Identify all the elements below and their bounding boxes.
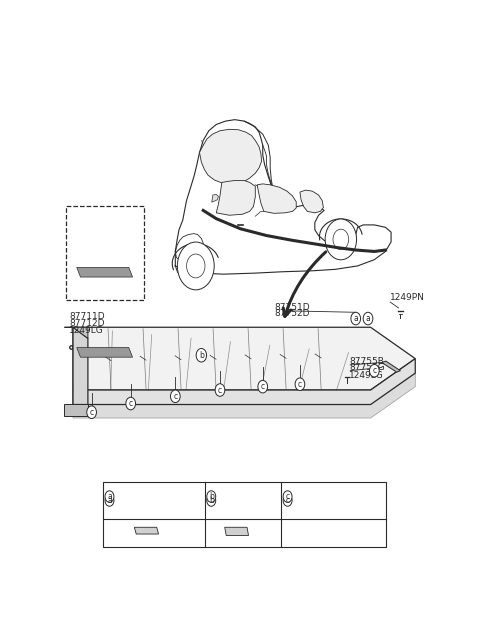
Text: 87756G: 87756G xyxy=(349,363,385,372)
Text: 1249LG: 1249LG xyxy=(69,253,104,262)
Text: b: b xyxy=(199,350,204,360)
Polygon shape xyxy=(225,527,249,535)
Polygon shape xyxy=(212,194,218,203)
Circle shape xyxy=(283,491,292,502)
Text: 87786: 87786 xyxy=(218,496,247,505)
Circle shape xyxy=(207,495,216,506)
Polygon shape xyxy=(300,190,324,213)
Text: c: c xyxy=(129,399,133,408)
Circle shape xyxy=(295,378,305,391)
Text: c: c xyxy=(298,380,302,389)
Text: 87786: 87786 xyxy=(218,491,247,500)
Polygon shape xyxy=(73,327,88,404)
Circle shape xyxy=(187,254,205,278)
Text: c: c xyxy=(261,382,265,391)
Circle shape xyxy=(333,229,348,250)
Text: 1249LG: 1249LG xyxy=(349,371,384,381)
FancyBboxPatch shape xyxy=(66,206,144,300)
Text: 87756J: 87756J xyxy=(116,491,147,500)
Text: c: c xyxy=(286,496,289,505)
Polygon shape xyxy=(64,404,88,416)
Circle shape xyxy=(351,312,360,325)
Text: 1249LG: 1249LG xyxy=(333,523,368,532)
Text: 87756J: 87756J xyxy=(116,496,147,505)
Text: a: a xyxy=(107,496,112,505)
Text: 1249PN: 1249PN xyxy=(390,293,425,302)
Circle shape xyxy=(207,491,216,502)
Text: c: c xyxy=(286,492,289,501)
Polygon shape xyxy=(77,347,132,357)
Text: 87755B: 87755B xyxy=(349,357,384,366)
Circle shape xyxy=(105,495,114,506)
Text: b: b xyxy=(209,496,214,505)
Text: (GRADE-HGSL): (GRADE-HGSL) xyxy=(69,221,135,230)
Polygon shape xyxy=(73,373,415,418)
Text: 87711D: 87711D xyxy=(69,231,105,241)
Text: c: c xyxy=(218,386,222,394)
Circle shape xyxy=(105,491,114,502)
Bar xyxy=(103,482,385,547)
Text: 87712D: 87712D xyxy=(69,242,105,251)
Text: 87712D: 87712D xyxy=(69,319,105,327)
Circle shape xyxy=(126,398,135,410)
Text: (GRADE-TOP): (GRADE-TOP) xyxy=(69,211,128,219)
Circle shape xyxy=(363,312,373,325)
Polygon shape xyxy=(134,527,158,534)
Text: c: c xyxy=(173,392,178,401)
Circle shape xyxy=(283,495,292,506)
Polygon shape xyxy=(382,361,400,372)
Circle shape xyxy=(196,349,206,362)
Text: c: c xyxy=(372,366,376,375)
Circle shape xyxy=(170,390,180,403)
Text: a: a xyxy=(107,492,112,501)
Text: 87711D: 87711D xyxy=(69,312,105,321)
Circle shape xyxy=(178,242,214,290)
Circle shape xyxy=(87,406,96,418)
Circle shape xyxy=(215,384,225,396)
Polygon shape xyxy=(200,129,262,184)
Polygon shape xyxy=(64,327,88,339)
Polygon shape xyxy=(73,327,415,390)
Polygon shape xyxy=(257,184,296,213)
Polygon shape xyxy=(216,181,255,215)
Text: 1249LG: 1249LG xyxy=(69,326,104,335)
Text: 87751D: 87751D xyxy=(274,303,310,312)
Polygon shape xyxy=(77,267,132,277)
Text: c: c xyxy=(90,408,94,417)
Circle shape xyxy=(370,364,379,377)
Circle shape xyxy=(325,219,357,260)
Circle shape xyxy=(258,381,267,393)
Text: a: a xyxy=(353,314,358,323)
Text: b: b xyxy=(209,492,214,501)
Text: 87759D: 87759D xyxy=(333,495,369,503)
Polygon shape xyxy=(73,359,415,404)
Text: 87752D: 87752D xyxy=(274,309,310,318)
Text: a: a xyxy=(366,314,371,323)
